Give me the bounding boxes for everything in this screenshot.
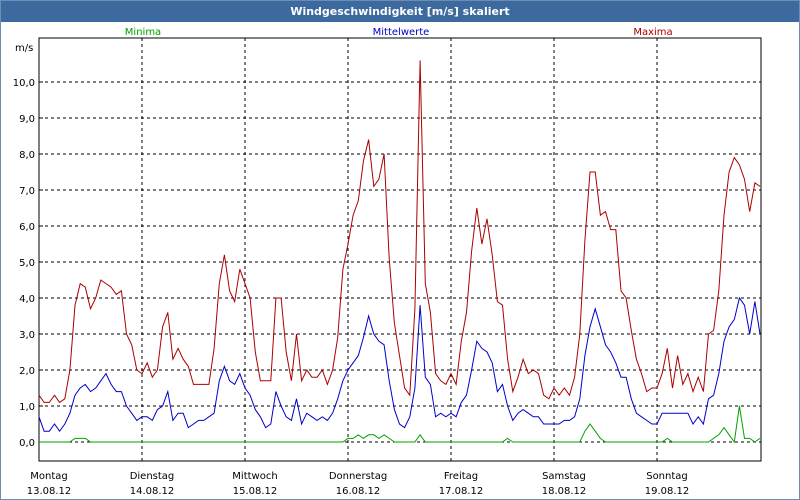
- y-tick-label: 1,0: [19, 402, 35, 413]
- y-tick-label: 8,0: [19, 150, 35, 161]
- grid-lines: [39, 38, 761, 461]
- x-date-label: 13.08.12: [27, 486, 72, 497]
- series-lines: [38, 60, 761, 444]
- x-date-label: 16.08.12: [336, 486, 381, 497]
- x-date-label: 19.08.12: [645, 486, 690, 497]
- series-line-maxima: [38, 60, 761, 404]
- x-axis-labels: Montag 13.08.12 Dienstag 14.08.12 Mittwoch 15…: [27, 471, 690, 497]
- plot-frame: [38, 37, 762, 462]
- legend: Minima Mittelwerte Maxima: [125, 27, 673, 38]
- y-tick-label: 4,0: [19, 294, 35, 305]
- y-tick-label: 0,0: [19, 438, 35, 449]
- y-tick-label: 2,0: [19, 366, 35, 377]
- window-title: Windgeschwindigkeit [m/s] skaliert: [1, 1, 799, 22]
- y-tick-label: 7,0: [19, 186, 35, 197]
- y-tick-label: 3,0: [19, 330, 35, 341]
- x-day-label: Freitag: [444, 471, 478, 482]
- x-day-label: Samstag: [542, 471, 586, 482]
- y-tick-label: 6,0: [19, 222, 35, 233]
- y-tick-label: 9,0: [19, 114, 35, 125]
- y-tick-label: 10,0: [13, 78, 35, 89]
- x-date-label: 18.08.12: [542, 486, 587, 497]
- series-line-mittelwerte: [38, 296, 761, 433]
- x-day-label: Donnerstag: [329, 471, 387, 482]
- y-axis-label: m/s: [15, 43, 33, 54]
- legend-mittelwerte: Mittelwerte: [373, 27, 430, 38]
- y-tick-label: 5,0: [19, 258, 35, 269]
- legend-maxima: Maxima: [633, 27, 672, 38]
- x-day-label: Dienstag: [130, 471, 175, 482]
- y-axis-ticks: 0,0 1,0 2,0 3,0 4,0 5,0 6,0 7,0 8,0 9,0 10,0: [13, 78, 43, 449]
- series-line-minima: [39, 405, 761, 444]
- legend-minima: Minima: [125, 27, 161, 38]
- x-day-label: Sonntag: [646, 471, 688, 482]
- x-day-label: Montag: [30, 471, 67, 482]
- x-day-label: Mittwoch: [232, 471, 277, 482]
- x-date-label: 15.08.12: [233, 486, 278, 497]
- x-date-label: 17.08.12: [439, 486, 484, 497]
- x-date-label: 14.08.12: [130, 486, 175, 497]
